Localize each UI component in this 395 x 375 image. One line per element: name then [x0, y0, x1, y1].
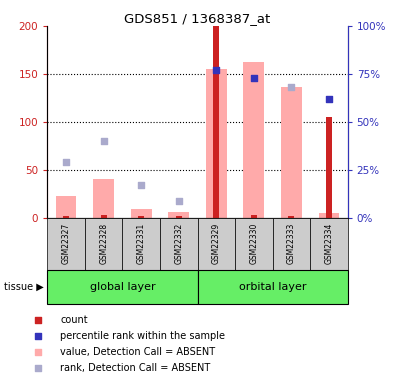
Text: GSM22331: GSM22331	[137, 223, 146, 264]
Bar	[310, 217, 348, 270]
Point	[213, 67, 220, 73]
Bar	[122, 217, 160, 270]
Text: GSM22328: GSM22328	[99, 223, 108, 264]
Text: global layer: global layer	[90, 282, 155, 292]
Bar	[160, 217, 198, 270]
Bar	[93, 179, 114, 218]
Bar	[213, 26, 219, 218]
Bar	[63, 216, 69, 217]
Bar	[85, 217, 122, 270]
Bar	[318, 213, 339, 217]
Point	[288, 84, 295, 90]
Bar	[281, 87, 302, 218]
Bar	[198, 270, 348, 304]
Bar	[206, 69, 227, 218]
Text: GSM22330: GSM22330	[249, 223, 258, 264]
Point	[63, 159, 70, 165]
Text: tissue ▶: tissue ▶	[4, 282, 44, 292]
Bar	[168, 212, 189, 217]
Text: GSM22327: GSM22327	[62, 223, 71, 264]
Text: GSM22332: GSM22332	[174, 223, 183, 264]
Point	[35, 349, 41, 355]
Title: GDS851 / 1368387_at: GDS851 / 1368387_at	[124, 12, 271, 25]
Text: count: count	[60, 315, 88, 325]
Text: GSM22334: GSM22334	[324, 223, 333, 264]
Bar	[47, 217, 85, 270]
Point	[100, 138, 107, 144]
Bar	[198, 217, 235, 270]
Bar	[47, 270, 198, 304]
Bar	[235, 217, 273, 270]
Text: value, Detection Call = ABSENT: value, Detection Call = ABSENT	[60, 347, 215, 357]
Bar	[176, 216, 182, 217]
Bar	[56, 196, 77, 217]
Bar	[326, 117, 332, 218]
Text: rank, Detection Call = ABSENT: rank, Detection Call = ABSENT	[60, 363, 210, 373]
Point	[175, 198, 182, 204]
Text: orbital layer: orbital layer	[239, 282, 306, 292]
Point	[35, 316, 41, 322]
Bar	[288, 216, 294, 217]
Point	[35, 365, 41, 371]
Bar	[101, 214, 107, 217]
Bar	[243, 62, 264, 217]
Text: GSM22329: GSM22329	[212, 223, 221, 264]
Bar	[273, 217, 310, 270]
Bar	[251, 214, 257, 217]
Point	[35, 333, 41, 339]
Point	[326, 96, 332, 102]
Text: GSM22333: GSM22333	[287, 223, 296, 264]
Bar	[131, 209, 152, 218]
Bar	[138, 216, 144, 217]
Text: percentile rank within the sample: percentile rank within the sample	[60, 331, 225, 341]
Point	[251, 75, 257, 81]
Point	[138, 182, 145, 188]
